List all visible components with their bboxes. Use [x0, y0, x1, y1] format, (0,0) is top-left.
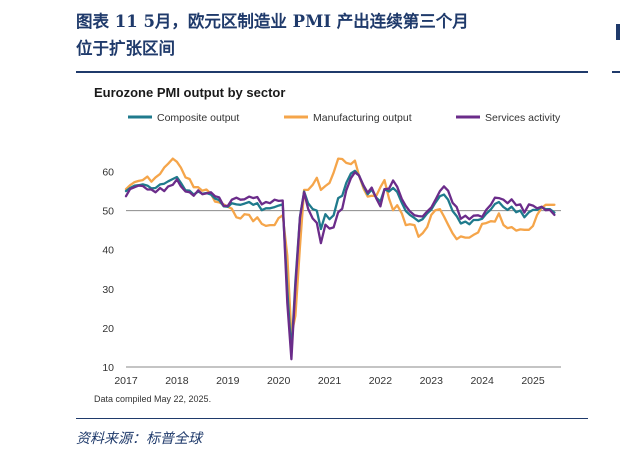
x-tick-2019: 2019: [216, 375, 240, 387]
figure-title: 图表 11 5月，欧元区制造业 PMI 产出连续第三个月 位于扩张区间: [76, 8, 596, 62]
source-rule: [76, 418, 588, 419]
y-axis: 10 20 30 40 50 60: [102, 167, 114, 374]
plot-area: [124, 157, 556, 361]
series-line-services-activity: [124, 171, 556, 361]
chart-note: Data compiled May 22, 2025.: [94, 394, 211, 404]
series-line-composite-output: [124, 169, 556, 355]
y-tick-30: 30: [102, 284, 114, 296]
source-note: 资料来源：标普全球: [76, 431, 202, 447]
x-tick-2025: 2025: [521, 375, 545, 387]
x-tick-2021: 2021: [318, 375, 342, 387]
x-tick-2024: 2024: [470, 375, 494, 387]
y-tick-20: 20: [102, 323, 114, 335]
title-rule: [76, 71, 588, 73]
legend-label-0: Composite output: [157, 112, 239, 124]
x-tick-2023: 2023: [420, 375, 444, 387]
chart-legend: Composite output Manufacturing output Serv…: [128, 112, 561, 124]
chart-title: Eurozone PMI output by sector: [94, 85, 285, 100]
figure-title-line-2: 位于扩张区间: [76, 39, 175, 58]
y-tick-10: 10: [102, 362, 114, 374]
y-tick-50: 50: [102, 206, 114, 218]
figure-title-line-1: 图表 11 5月，欧元区制造业 PMI 产出连续第三个月: [76, 12, 469, 31]
right-edge-mark: [616, 24, 620, 40]
series-line-manufacturing-output: [124, 157, 556, 337]
legend-label-1: Manufacturing output: [313, 112, 412, 124]
x-tick-2022: 2022: [369, 375, 393, 387]
y-tick-40: 40: [102, 245, 114, 257]
legend-label-2: Services activity: [485, 112, 561, 124]
y-tick-60: 60: [102, 167, 114, 179]
right-edge-rule: [612, 71, 620, 73]
x-tick-2018: 2018: [165, 375, 189, 387]
x-axis: 2017 2018 2019 2020 2021 2022 2023 2024 2025: [114, 375, 545, 387]
x-tick-2020: 2020: [267, 375, 291, 387]
pmi-line-chart: Eurozone PMI output by sector Composite …: [94, 85, 561, 404]
x-tick-2017: 2017: [114, 375, 138, 387]
